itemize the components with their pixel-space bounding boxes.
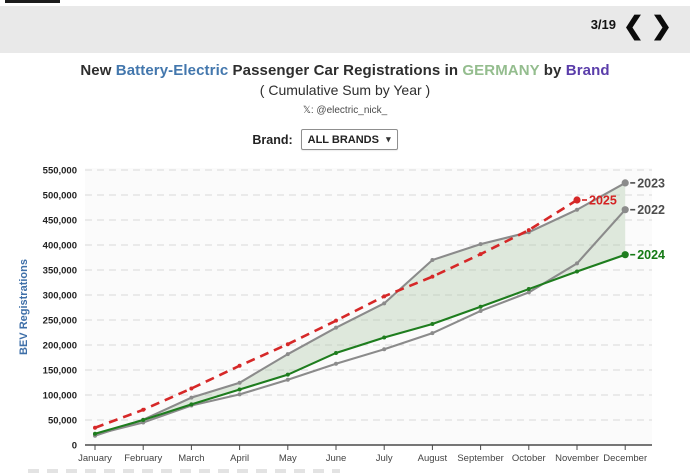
data-point-2024 xyxy=(382,335,387,340)
plot-area xyxy=(85,168,652,445)
series-end-label-2022: 2022 xyxy=(637,203,665,217)
x-tick-label: December xyxy=(603,453,647,464)
data-point-2024 xyxy=(285,372,290,377)
data-point-2023 xyxy=(621,179,629,187)
data-point-2024 xyxy=(526,287,531,292)
title-part-battery-electric: Battery-Electric xyxy=(115,62,229,79)
series-line-2023 xyxy=(94,181,626,437)
previous-page-icon[interactable]: ❮ xyxy=(623,12,644,40)
data-point-2022 xyxy=(382,347,387,352)
x-tick-label: January xyxy=(78,453,112,464)
data-point-2025 xyxy=(334,318,338,323)
x-tick-label: February xyxy=(124,453,162,464)
bev-registrations-chart: 0 50,000 100,000 150,000 200,000 250,000 300,0… xyxy=(18,166,665,465)
page-title: New Battery-Electric Passenger Car Regis… xyxy=(0,62,690,79)
brand-dropdown[interactable]: ALL BRANDS ▾ xyxy=(300,129,398,150)
y-axis-title: BEV Registrations xyxy=(18,259,30,355)
data-point-2025 xyxy=(526,228,531,233)
y-tick-label: 150,000 xyxy=(43,366,77,377)
page-subtitle: ( Cumulative Sum by Year ) xyxy=(259,82,431,98)
title-part-germany: GERMANY xyxy=(462,62,540,79)
data-point-2024 xyxy=(189,402,194,407)
data-point-2024 xyxy=(334,350,338,355)
series-end-label-2025: 2025 xyxy=(589,194,617,208)
data-point-2022 xyxy=(285,377,290,382)
series-end-label-2023: 2023 xyxy=(637,176,665,190)
x-tick-label: May xyxy=(279,453,297,464)
next-page-icon[interactable]: ❯ xyxy=(651,12,672,40)
data-point-2024 xyxy=(430,322,435,327)
author-handle: 𝕏: @electric_nick_ xyxy=(302,105,388,116)
data-point-2023 xyxy=(189,395,194,400)
y-tick-label: 300,000 xyxy=(43,291,77,302)
clipped-source-line xyxy=(28,469,340,473)
data-point-2022 xyxy=(526,290,531,295)
title-part-brand: Brand xyxy=(565,62,610,79)
y-tick-label: 200,000 xyxy=(43,341,77,352)
data-point-2023 xyxy=(334,325,338,330)
brand-dropdown-label: Brand: xyxy=(252,132,293,147)
y-tick-label: 450,000 xyxy=(43,216,77,227)
data-point-2024 xyxy=(93,431,97,436)
series-line-2024 xyxy=(94,253,626,435)
top-left-divider xyxy=(5,0,60,3)
data-point-2024 xyxy=(237,387,242,392)
data-point-2022 xyxy=(621,206,629,214)
data-point-2023 xyxy=(478,242,483,247)
data-point-2023 xyxy=(237,380,242,385)
page-indicator: 3/19 xyxy=(590,17,616,32)
data-point-2025 xyxy=(237,363,242,368)
x-tick-label: September xyxy=(457,453,503,464)
data-point-2024 xyxy=(575,269,579,274)
data-point-2025 xyxy=(382,294,387,299)
x-tick-label: October xyxy=(512,453,546,464)
data-point-2025 xyxy=(285,342,290,347)
x-tick-label: March xyxy=(178,453,204,464)
data-point-2022 xyxy=(237,392,242,397)
y-tick-label: 250,000 xyxy=(43,316,77,327)
series-end-label-2024: 2024 xyxy=(637,248,665,262)
data-point-2025 xyxy=(430,274,435,279)
data-point-2023 xyxy=(285,352,290,357)
chevron-down-icon: ▾ xyxy=(386,134,391,144)
brand-dropdown-value: ALL BRANDS xyxy=(307,133,379,146)
fill-between-region xyxy=(95,182,626,436)
y-tick-label: 0 xyxy=(72,441,77,452)
x-tick-label: April xyxy=(230,453,249,464)
y-tick-label: 50,000 xyxy=(48,416,77,427)
y-tick-label: 100,000 xyxy=(43,391,77,402)
x-tick-label: July xyxy=(376,453,393,464)
top-navigation-bar: 3/19 ❮ ❯ xyxy=(0,6,690,53)
data-point-2022 xyxy=(478,308,483,313)
y-tick-label: 550,000 xyxy=(43,166,77,177)
data-point-2024 xyxy=(141,418,146,422)
series-line-2022 xyxy=(94,208,626,436)
data-point-2022 xyxy=(334,361,338,366)
data-point-2022 xyxy=(430,331,435,336)
data-point-2024 xyxy=(621,251,629,259)
data-point-2025 xyxy=(573,196,581,204)
data-point-2024 xyxy=(478,304,483,309)
title-part: by xyxy=(539,62,566,79)
data-point-2023 xyxy=(382,301,387,306)
x-tick-label: August xyxy=(418,453,448,464)
data-point-2025 xyxy=(189,386,194,391)
y-tick-label: 350,000 xyxy=(43,266,77,277)
data-point-2022 xyxy=(575,261,579,266)
x-tick-label: November xyxy=(555,453,599,464)
brand-filter-row: Brand: ALL BRANDS ▾ xyxy=(0,129,690,150)
x-tick-label: June xyxy=(326,453,347,464)
data-point-2025 xyxy=(478,252,483,257)
data-point-2025 xyxy=(141,407,146,412)
y-tick-label: 500,000 xyxy=(43,191,77,202)
title-part: New xyxy=(80,62,116,79)
title-part: Passenger Car Registrations in xyxy=(228,62,463,79)
y-tick-label: 400,000 xyxy=(43,241,77,252)
data-point-2023 xyxy=(430,258,435,262)
data-point-2023 xyxy=(575,207,579,212)
data-point-2025 xyxy=(93,425,97,430)
chart-header: New Battery-Electric Passenger Car Regis… xyxy=(0,62,690,116)
